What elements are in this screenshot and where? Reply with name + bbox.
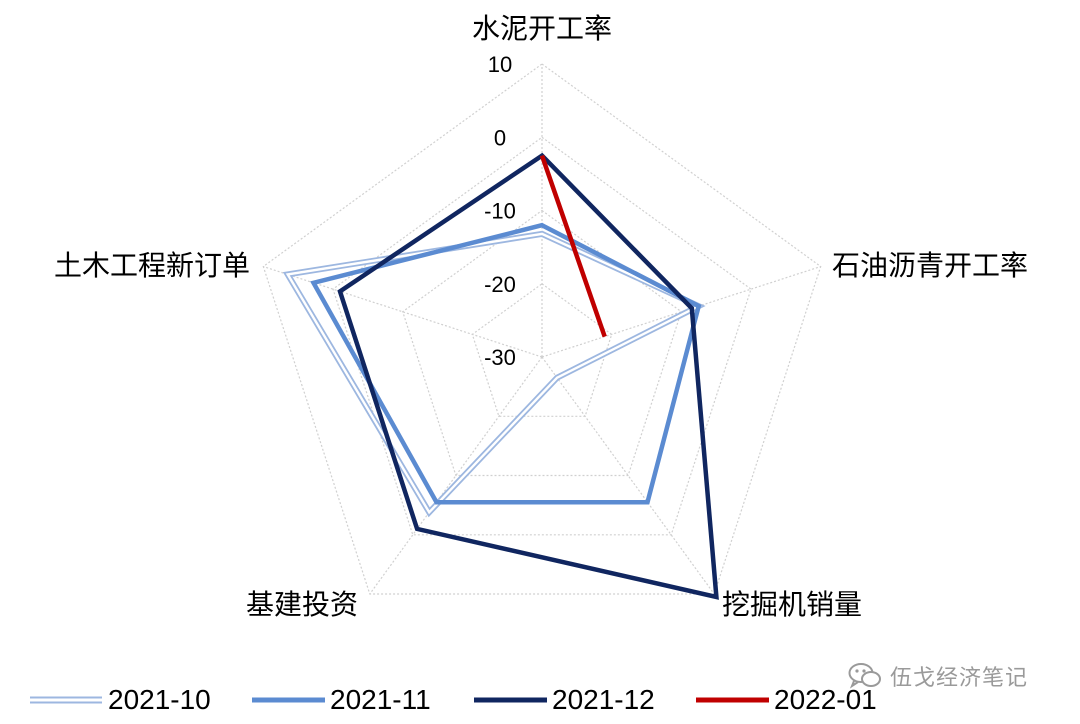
- radial-tick-labels: 10 0 -10 -20 -30: [484, 52, 516, 370]
- legend-label: 2021-10: [108, 684, 211, 715]
- axis-label-0: 水泥开工率: [472, 12, 612, 45]
- axis-labels: 水泥开工率 石油沥青开工率 挖掘机销量 基建投资 土木工程新订单: [54, 12, 1028, 621]
- grid-spoke: [263, 265, 543, 358]
- axis-label-2: 挖掘机销量: [722, 588, 862, 621]
- tick-label: 0: [494, 125, 506, 150]
- series-line-2021-11: [310, 222, 702, 505]
- series-line-2022-01: [539, 154, 607, 338]
- tick-label: 10: [488, 52, 512, 77]
- grid-ring: [262, 63, 822, 595]
- tick-label: -10: [484, 199, 516, 224]
- series-line-2021-12: [337, 152, 719, 600]
- legend-label: 2021-12: [552, 684, 655, 715]
- tick-label: -20: [484, 272, 516, 297]
- grid-spoke: [369, 356, 543, 595]
- legend-item-2022-01: 2022-01: [696, 684, 877, 715]
- legend-item-2021-10: 2021-10: [30, 684, 211, 715]
- axis-label-3: 基建投资: [246, 588, 358, 621]
- grid-ring: [401, 209, 683, 477]
- radar-series: [282, 152, 719, 600]
- legend-label: 2021-11: [330, 684, 431, 715]
- tick-label: -30: [484, 345, 516, 370]
- legend-item-2021-12: 2021-12: [474, 684, 655, 715]
- series-2022-01: [539, 154, 607, 338]
- watermark: 伍戈经济笔记: [848, 656, 1028, 696]
- legend-label: 2022-01: [774, 684, 877, 715]
- axis-label-1: 石油沥青开工率: [832, 249, 1028, 282]
- grid-spoke: [541, 265, 821, 358]
- axis-label-4: 土木工程新订单: [54, 249, 250, 282]
- wechat-icon: [848, 663, 881, 689]
- legend-item-2021-11: 2021-11: [252, 684, 431, 715]
- watermark-text: 伍戈经济笔记: [890, 666, 1029, 691]
- series-2021-11: [310, 222, 702, 505]
- legend: 2021-10 2021-11 2021-12 2022-01: [30, 684, 877, 715]
- grid-spoke: [541, 356, 715, 595]
- series-2021-12: [337, 152, 719, 600]
- radar-grid: [262, 63, 822, 595]
